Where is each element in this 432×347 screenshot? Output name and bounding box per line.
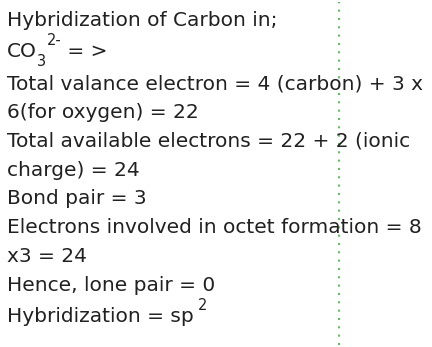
Text: charge) = 24: charge) = 24 [6, 161, 139, 179]
Text: Bond pair = 3: Bond pair = 3 [6, 189, 146, 208]
Text: 6(for oxygen) = 22: 6(for oxygen) = 22 [6, 103, 198, 122]
Text: CO: CO [6, 42, 36, 61]
Text: Hybridization of Carbon in;: Hybridization of Carbon in; [6, 11, 277, 31]
Text: Hence, lone pair = 0: Hence, lone pair = 0 [6, 276, 215, 295]
Text: Hybridization = sp: Hybridization = sp [6, 307, 193, 326]
Text: 2-: 2- [46, 33, 61, 48]
Text: Total available electrons = 22 + 2 (ionic: Total available electrons = 22 + 2 (ioni… [6, 132, 410, 151]
Text: 3: 3 [37, 54, 46, 69]
Text: Electrons involved in octet formation = 8: Electrons involved in octet formation = … [6, 218, 421, 237]
Text: Total valance electron = 4 (carbon) + 3 x: Total valance electron = 4 (carbon) + 3 … [6, 74, 422, 93]
Text: 2: 2 [197, 298, 207, 313]
Text: x3 = 24: x3 = 24 [6, 247, 86, 266]
Text: = >: = > [61, 42, 108, 61]
